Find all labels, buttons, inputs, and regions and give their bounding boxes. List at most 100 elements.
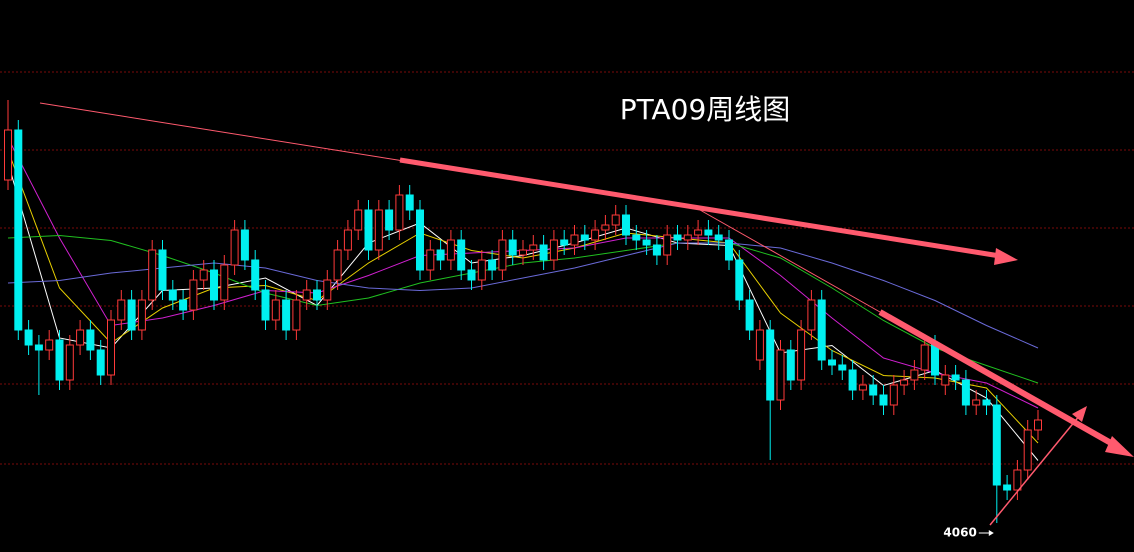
candle-body bbox=[333, 249, 342, 281]
candle-body bbox=[199, 269, 208, 281]
candle-body bbox=[76, 329, 85, 346]
candle-body bbox=[65, 344, 74, 381]
candle-body bbox=[838, 364, 847, 371]
candle-body bbox=[889, 384, 898, 406]
candle-body bbox=[652, 244, 661, 256]
candle-body bbox=[755, 329, 764, 361]
candle-body bbox=[992, 404, 1001, 486]
candle-body bbox=[446, 239, 455, 261]
candle-body bbox=[498, 239, 507, 271]
candle-body bbox=[931, 344, 939, 376]
candle-body bbox=[869, 384, 878, 396]
candle-body bbox=[611, 214, 620, 226]
candle-body bbox=[663, 234, 672, 256]
candle-body bbox=[45, 339, 54, 351]
candle-body bbox=[343, 229, 352, 251]
candle-body bbox=[694, 229, 703, 236]
candle-body bbox=[1034, 419, 1042, 431]
candle-body bbox=[271, 299, 280, 321]
candle-body bbox=[55, 339, 64, 381]
candle-body bbox=[292, 299, 301, 331]
candle-body bbox=[580, 234, 589, 241]
candle-body bbox=[313, 289, 321, 301]
candle-body bbox=[704, 229, 713, 236]
candle-body bbox=[622, 214, 630, 236]
candle-body bbox=[467, 269, 476, 281]
candle-body bbox=[374, 209, 383, 251]
candle-body bbox=[385, 209, 394, 231]
candle-body bbox=[714, 234, 723, 241]
candle-body bbox=[941, 374, 950, 386]
candle-body bbox=[848, 369, 857, 391]
candle-body bbox=[519, 249, 527, 256]
candle-body bbox=[817, 299, 826, 361]
candle-body bbox=[642, 239, 651, 246]
candle-body bbox=[900, 379, 909, 386]
candle-body bbox=[210, 269, 218, 301]
candle-body bbox=[560, 239, 569, 246]
candle-body bbox=[189, 279, 198, 311]
candle-body bbox=[683, 234, 692, 241]
candle-body bbox=[261, 289, 270, 321]
candle-body bbox=[488, 259, 497, 271]
candle-body bbox=[766, 329, 775, 401]
candle-body bbox=[405, 194, 414, 211]
candle-body bbox=[858, 384, 867, 391]
candle-body bbox=[982, 399, 991, 406]
candle-body bbox=[632, 234, 641, 241]
candle-body bbox=[230, 229, 239, 266]
candle-body bbox=[24, 329, 33, 346]
annotations: 4060 bbox=[943, 526, 994, 540]
candle-body bbox=[148, 249, 157, 301]
candle-body bbox=[96, 349, 105, 376]
arrow-head bbox=[1105, 436, 1134, 457]
candle-body bbox=[972, 399, 981, 406]
trend-line bbox=[399, 157, 1001, 259]
candle-body bbox=[725, 239, 733, 261]
candle-body bbox=[735, 259, 744, 301]
candle-body bbox=[529, 244, 538, 251]
moving-average-line bbox=[7, 242, 1039, 349]
candle-body bbox=[457, 239, 466, 271]
candle-body bbox=[920, 344, 929, 371]
candle-body bbox=[1013, 469, 1022, 491]
candle-body bbox=[86, 329, 95, 351]
candle-body bbox=[220, 264, 229, 301]
candle-body bbox=[107, 319, 115, 376]
candle-body bbox=[477, 259, 486, 281]
trend-line bbox=[878, 309, 1120, 450]
candle-body bbox=[1023, 429, 1032, 471]
candle-body bbox=[879, 394, 888, 406]
candle-body bbox=[786, 349, 795, 381]
candle-body bbox=[137, 299, 146, 331]
arrow-head bbox=[1072, 406, 1087, 422]
candle-body bbox=[807, 299, 816, 331]
candle-body bbox=[673, 234, 682, 241]
candle-body bbox=[158, 249, 167, 291]
candle-body bbox=[570, 234, 579, 246]
candle-body bbox=[395, 194, 404, 231]
chart-title: PTA09周线图 bbox=[620, 93, 791, 126]
candle-body bbox=[797, 329, 806, 381]
candle-body bbox=[117, 299, 126, 321]
candle-body bbox=[282, 299, 291, 331]
candle-body bbox=[508, 239, 517, 256]
candle-body bbox=[354, 209, 363, 231]
candle-body bbox=[14, 129, 23, 331]
candle-body bbox=[436, 249, 445, 261]
candle-body bbox=[591, 229, 600, 241]
candle-body bbox=[364, 209, 373, 251]
arrow-head bbox=[994, 248, 1018, 265]
candle-body bbox=[240, 229, 249, 261]
candle-body bbox=[179, 299, 188, 311]
candle-body bbox=[4, 129, 12, 181]
trend-lines bbox=[39, 102, 1134, 526]
trend-line-thin bbox=[699, 209, 881, 313]
candle-body bbox=[127, 299, 136, 331]
candle-body bbox=[251, 259, 260, 291]
candle-body bbox=[961, 379, 970, 406]
candle-body bbox=[910, 369, 919, 381]
